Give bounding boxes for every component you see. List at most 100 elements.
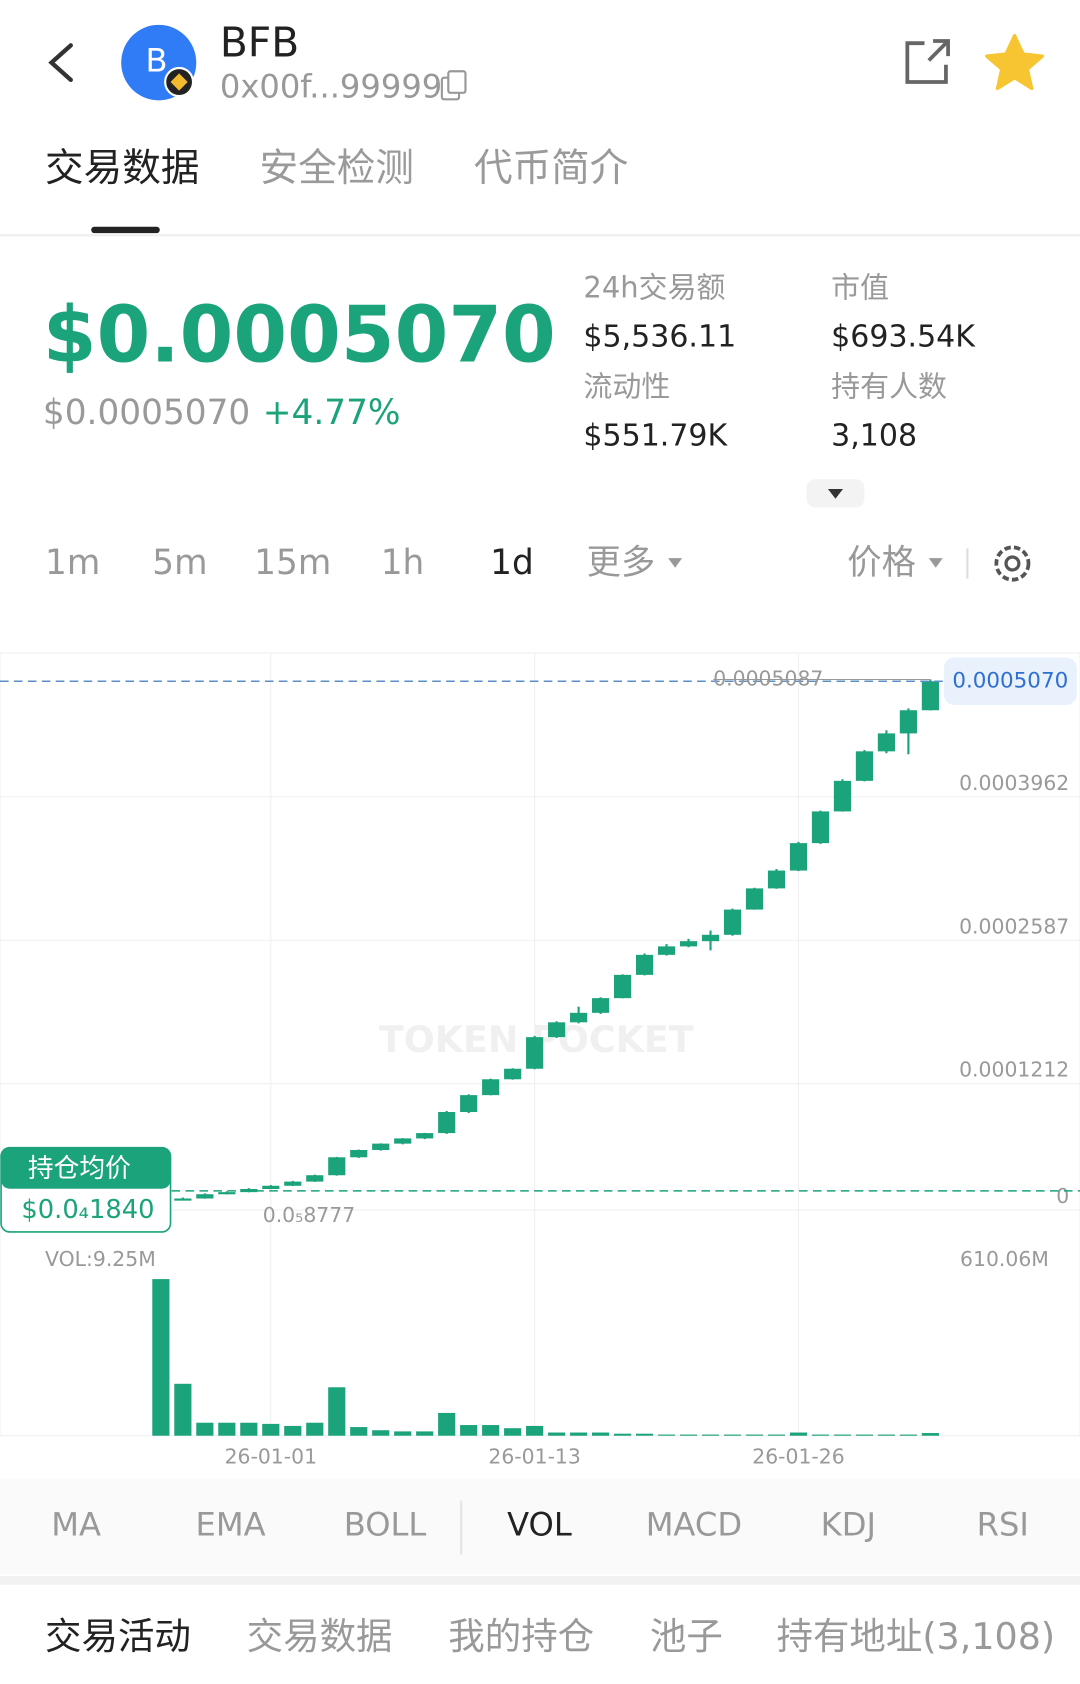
volume-bar (833, 1434, 852, 1436)
bottom-tab[interactable]: 交易活动 (45, 1615, 191, 1658)
bottom-tab[interactable]: 持有地址(3,108) (776, 1615, 1055, 1658)
volume-bar (855, 1434, 874, 1436)
indicator-tab[interactable]: MACD (646, 1505, 742, 1543)
tab[interactable]: 代币简介 (474, 146, 628, 191)
timeframes: 1m 5m 15m 1h 1d 更多 价格 (45, 543, 916, 583)
divider (0, 1576, 1080, 1585)
tab-active[interactable]: 交易数据 (45, 146, 199, 191)
indicator-tab[interactable]: EMA (196, 1505, 266, 1543)
price-sub: $0.0005070 (43, 393, 250, 433)
candle-body (723, 909, 742, 935)
y-tick-label: 0.0002587 (959, 914, 1069, 938)
volume-bar (526, 1425, 544, 1436)
indicator-tab[interactable]: BOLL (344, 1505, 427, 1543)
volume-bar (745, 1434, 764, 1436)
caret (928, 558, 943, 568)
avatar-letter: B (146, 42, 168, 80)
token-address: 0x00f...99999 (220, 67, 442, 105)
candle-body (767, 870, 786, 889)
volume-bar (657, 1434, 676, 1436)
favorite-button[interactable] (985, 34, 1045, 91)
bottom-tab[interactable]: 交易数据 (247, 1615, 393, 1658)
volume-bar (635, 1433, 654, 1436)
timeframe[interactable]: 1h (381, 543, 425, 583)
candle-body (833, 780, 852, 812)
settings-icon (1004, 555, 1021, 572)
indicators: MA EMA BOLL VOL MACD KDJ RSI (51, 1500, 1029, 1555)
candle-body (482, 1079, 500, 1096)
candle-body (526, 1037, 544, 1069)
current-price-label: 0.0005070 (952, 668, 1068, 693)
candle-body (745, 888, 764, 910)
avg-cost-head (1, 1147, 171, 1189)
share-button[interactable] (905, 39, 950, 84)
volume-bar (811, 1434, 830, 1436)
volume-bar (504, 1428, 522, 1436)
volume-bar (679, 1434, 698, 1436)
volume-bar (460, 1425, 478, 1436)
candle-body (592, 998, 610, 1013)
volume-bar (262, 1423, 280, 1436)
price-selector[interactable]: 价格 (847, 543, 916, 583)
avg-cost-title: 持仓均价 (28, 1154, 131, 1184)
token-symbol: BFB (220, 18, 299, 66)
x-tick-label: 26-01-26 (752, 1444, 844, 1468)
tab[interactable]: 安全检测 (260, 146, 414, 191)
candle-body (635, 954, 654, 975)
back-button[interactable] (48, 43, 73, 83)
candle-body (701, 934, 720, 942)
volume-bar (899, 1434, 917, 1436)
indicator-tab[interactable]: RSI (977, 1505, 1029, 1543)
volume-bar (416, 1431, 434, 1436)
indicator-bar (0, 1478, 1080, 1574)
candle-body (416, 1133, 434, 1139)
volume-bar (592, 1432, 610, 1436)
settings-button[interactable] (994, 545, 1031, 582)
caret (668, 558, 683, 568)
volume-bar (394, 1431, 412, 1436)
candle-body (614, 974, 632, 999)
volume-bar (767, 1434, 786, 1436)
volume-bar (240, 1422, 258, 1436)
indicator-tab[interactable]: KDJ (821, 1505, 876, 1543)
timeframe-active[interactable]: 1d (490, 543, 534, 583)
stat-label: 市值 (831, 270, 889, 304)
expand-icon (827, 489, 843, 499)
bottom-tab[interactable]: 我的持仓 (448, 1615, 594, 1658)
volume-bar (701, 1434, 720, 1436)
stat-value: $693.54K (831, 319, 976, 354)
candle-body (855, 751, 874, 781)
volume-bar (328, 1387, 346, 1436)
indicator-tab[interactable]: VOL (507, 1505, 572, 1543)
volume-bar (877, 1434, 895, 1436)
stat-label: 持有人数 (831, 370, 947, 404)
volume-bar (614, 1433, 632, 1436)
chart: TOKEN POCKET00.00012120.00025870.0003962… (0, 652, 1080, 1468)
timeframe[interactable]: 1m (45, 543, 100, 583)
min-label: 0.0₅8777 (263, 1203, 355, 1227)
timeframe[interactable]: 5m (152, 543, 207, 583)
current-price-badge (943, 657, 1077, 706)
candle-body (218, 1192, 236, 1195)
price-change: +4.77% (263, 393, 401, 433)
volume-bar (438, 1412, 456, 1436)
x-tick-label: 26-01-01 (225, 1444, 317, 1468)
bottom-tab[interactable]: 池子 (650, 1615, 723, 1658)
stat-value: $5,536.11 (583, 319, 736, 354)
y-tick-label: 0.0001212 (959, 1058, 1069, 1082)
candle-body (679, 941, 698, 947)
volume-bar (921, 1433, 939, 1436)
timeframe-more[interactable]: 更多 (587, 543, 656, 583)
volume-bar (570, 1432, 588, 1436)
y-tick-label: 0 (1056, 1184, 1069, 1208)
candle-body (899, 710, 917, 734)
stat-value: 3,108 (831, 419, 917, 454)
candle-body (284, 1181, 302, 1186)
candle-body (657, 946, 676, 955)
stat-label: 流动性 (583, 370, 670, 404)
timeframe[interactable]: 15m (254, 543, 331, 583)
indicator-tab[interactable]: MA (51, 1505, 101, 1543)
stat-label: 24h交易额 (583, 270, 725, 304)
